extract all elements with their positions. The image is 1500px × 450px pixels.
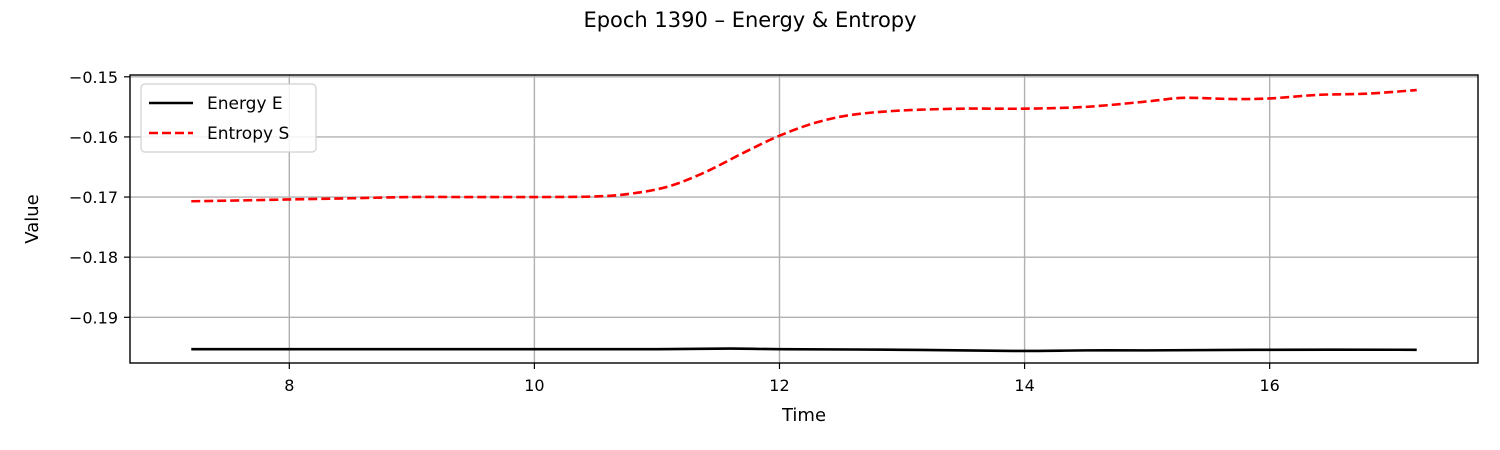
series-layer [191,88,1417,353]
series-line-energy [191,347,1417,353]
legend-label-energy: Energy E [207,94,283,114]
y-tick-label: −0.15 [69,68,118,87]
x-tick-label: 12 [769,376,789,395]
x-tick-label: 8 [284,376,294,395]
x-tick-label: 16 [1259,376,1279,395]
grid-layer [130,75,1478,363]
plot-frame [129,74,1479,364]
chart-title: Epoch 1390 – Energy & Entropy [583,8,916,32]
series-line-entropy [191,88,1417,203]
legend-label-entropy: Entropy S [207,124,289,144]
tick-layer: 8 10 12 14 16 −0.15 −0.16 −0.17 −0.18 −0.19 [69,68,1280,395]
legend: Energy E Entropy S [140,83,317,153]
y-tick-label: −0.16 [69,128,118,147]
y-tick-label: −0.17 [69,188,118,207]
x-tick-label: 10 [524,376,544,395]
x-tick-label: 14 [1014,376,1034,395]
y-tick-label: −0.18 [69,248,118,267]
x-axis-label: Time [781,405,826,426]
y-tick-label: −0.19 [69,308,118,327]
y-axis-label: Value [22,194,43,243]
legend-box [140,83,317,153]
